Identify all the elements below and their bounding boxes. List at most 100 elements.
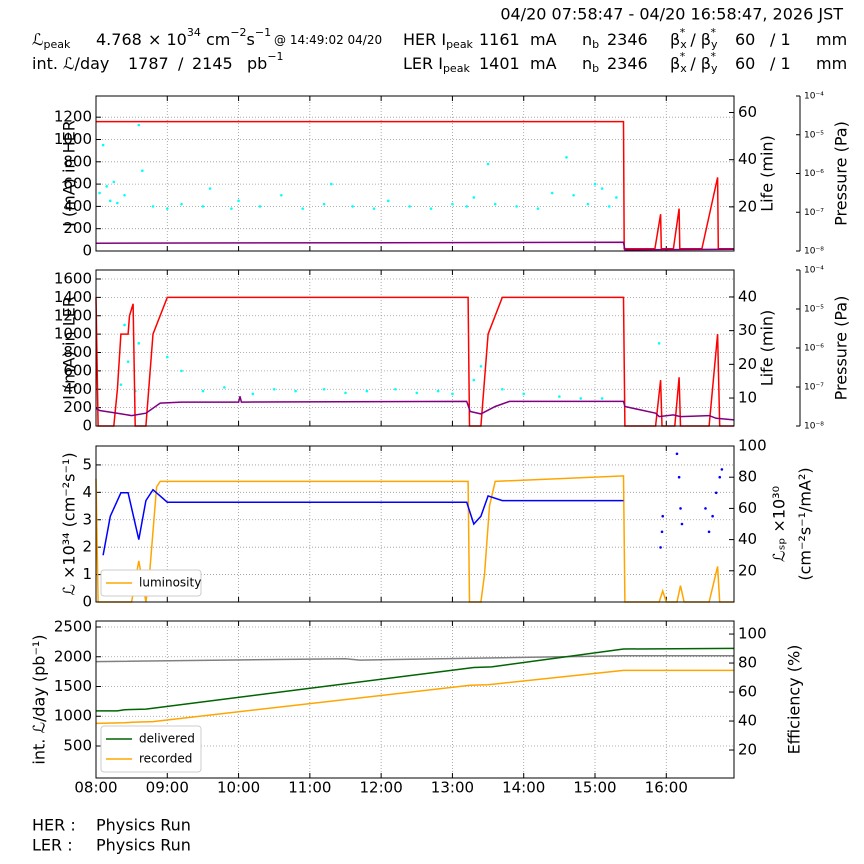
y2-tick-label: 20: [738, 561, 757, 579]
y2-tick-label: 20: [738, 197, 757, 215]
data-point: [141, 169, 144, 173]
y-tick-label: 2: [82, 538, 92, 556]
run-status: Physics Run: [96, 816, 191, 835]
header-part: 1401: [479, 54, 520, 73]
y-tick-label: 1400: [54, 288, 92, 306]
data-point: [137, 342, 141, 345]
header-part: b: [592, 62, 599, 75]
data-point: [677, 475, 681, 479]
y-tick-label: 1600: [54, 270, 92, 288]
data-point: [579, 397, 583, 400]
header-part: −2: [230, 26, 246, 39]
legend-box: [100, 725, 202, 773]
x-tick-label: 12:00: [360, 779, 403, 797]
run-status: Physics Run: [96, 836, 191, 855]
y-label: int. ℒ/day (pb⁻¹): [30, 634, 49, 764]
series-line: [96, 120, 734, 250]
header-field: ℒpeak: [32, 30, 71, 52]
header-part: peak: [443, 62, 470, 75]
header-field: 2346: [607, 54, 648, 73]
y3-tick-label: 10⁻⁵: [804, 130, 824, 140]
y2-tick-label: 20: [738, 355, 757, 373]
header-part: n: [582, 54, 592, 73]
y3-label: Pressure (Pa): [832, 121, 851, 226]
data-point: [493, 202, 497, 206]
y2-tick-label: 10: [738, 389, 757, 407]
y-tick-label: 0: [82, 593, 92, 611]
data-point: [415, 391, 419, 395]
data-point: [607, 205, 611, 208]
y3-tick-label: 10⁻⁵: [804, 305, 824, 315]
data-point: [486, 162, 490, 166]
y3-tick-label: 10⁻⁶: [804, 344, 824, 354]
header-part: pb: [247, 54, 267, 73]
data-point: [615, 196, 618, 199]
header-part: 60: [735, 54, 755, 73]
y2-label: Life (min): [758, 310, 777, 387]
header-part: × 10: [148, 30, 187, 49]
data-point: [126, 360, 130, 363]
y2-label: ℒₛₚ ×10³⁰: [770, 486, 789, 562]
legend-label: luminosity: [139, 576, 201, 590]
y3-tick-label: 10⁻⁸: [804, 247, 824, 257]
y-tick-label: 3: [82, 510, 92, 528]
data-point: [680, 522, 684, 526]
header-part: 4.768: [96, 30, 142, 49]
data-point: [137, 123, 141, 127]
data-point: [465, 205, 468, 208]
data-point: [657, 342, 661, 345]
y3-tick-label: 10⁻⁴: [804, 92, 824, 102]
header-part: / β: [685, 54, 711, 73]
data-point: [436, 389, 440, 393]
data-point: [451, 202, 454, 206]
header-field: mA: [530, 54, 557, 73]
plot-frame: [95, 445, 735, 603]
data-point: [704, 507, 707, 510]
series-line: [102, 488, 624, 556]
data-point: [280, 193, 283, 197]
data-point: [472, 196, 476, 199]
header-field: 4.768: [96, 30, 142, 49]
header-field: @ 14:49:02 04/20: [274, 33, 382, 47]
y2-tick-label: 20: [738, 741, 757, 759]
header-field: 1401: [479, 54, 520, 73]
x-tick-label: 11:00: [288, 779, 331, 797]
data-point: [600, 397, 604, 400]
data-point: [237, 199, 240, 203]
header-part: cm: [201, 30, 230, 49]
series-line: [95, 396, 735, 421]
header-field: / 1: [770, 30, 791, 49]
y-tick-label: 1500: [54, 677, 92, 695]
data-point: [600, 187, 604, 190]
x-tick-label: 08:00: [74, 779, 117, 797]
y-tick-label: 600: [63, 175, 92, 193]
x-tick-label: 09:00: [146, 779, 189, 797]
data-point: [586, 202, 590, 206]
data-point: [661, 514, 665, 518]
x-tick-label: 13:00: [431, 779, 474, 797]
y-tick-label: 500: [63, 736, 92, 754]
data-point: [479, 364, 483, 368]
header-part: mm: [816, 54, 847, 73]
y2-label: Life (min): [758, 135, 777, 212]
x-tick-label: 14:00: [502, 779, 545, 797]
header-part: peak: [446, 38, 473, 51]
plot-frame: [95, 95, 735, 252]
header-part: int. ℒ/day: [32, 54, 109, 73]
data-point: [208, 187, 212, 190]
header-part: 60: [735, 30, 755, 49]
header-field: HER Ipeak: [403, 30, 474, 52]
header-field: βx* / βy*: [670, 26, 718, 51]
run-status: HER :: [32, 816, 76, 835]
y-label: ℒ ×10³⁴ (cm⁻²s⁻¹): [60, 452, 79, 595]
header-part: x: [680, 62, 687, 75]
y3-label: Pressure (Pa): [832, 296, 851, 401]
data-point: [593, 182, 597, 186]
y-tick-label: 1: [82, 565, 92, 583]
header-part: LER I: [403, 54, 443, 73]
data-point: [679, 507, 682, 510]
legend-box: [100, 569, 202, 597]
data-point: [720, 468, 724, 471]
data-point: [365, 389, 369, 393]
